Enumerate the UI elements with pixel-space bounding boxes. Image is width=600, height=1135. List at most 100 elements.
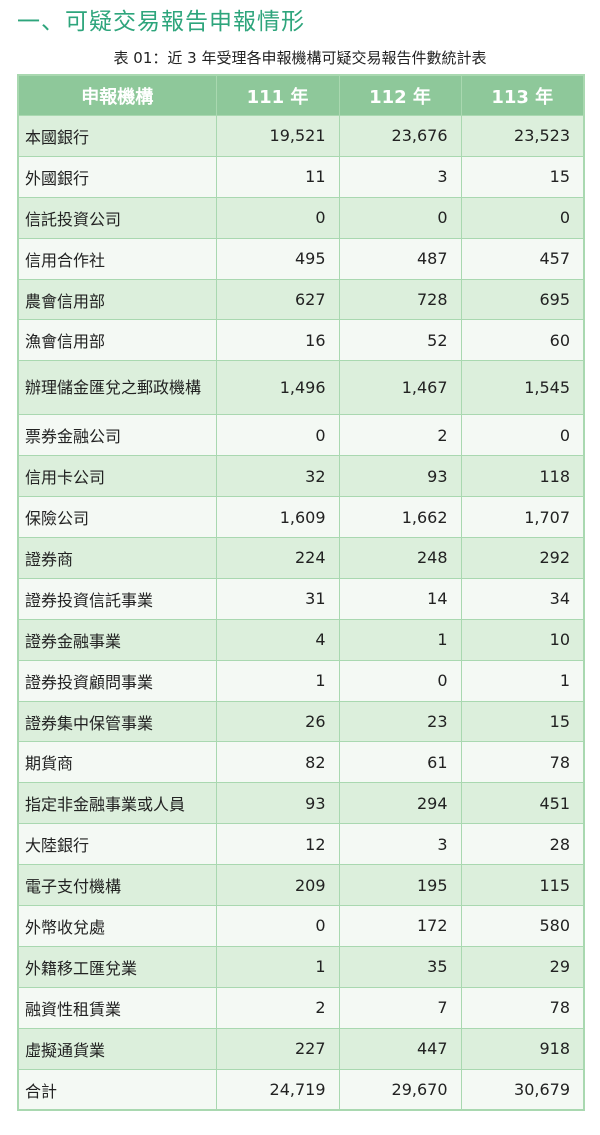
count-cell: 10	[460, 618, 585, 661]
count-cell: 78	[460, 741, 585, 784]
table-row: 信用卡公司 32 93 118	[17, 455, 585, 498]
institution-cell: 外籍移工匯兌業	[17, 945, 217, 988]
table-row: 證券金融事業 4 1 10	[17, 618, 585, 661]
institution-cell: 證券投資顧問事業	[17, 659, 217, 702]
count-cell: 292	[460, 537, 585, 579]
institution-cell: 漁會信用部	[17, 319, 217, 362]
count-cell: 1	[338, 618, 462, 661]
table-row: 信託投資公司 0 0 0	[17, 196, 585, 239]
table-row: 漁會信用部 16 52 60	[17, 319, 585, 362]
count-cell: 23,676	[338, 115, 462, 157]
count-cell: 0	[215, 414, 340, 457]
count-cell: 1	[460, 659, 585, 702]
header-year-111: 111 年	[215, 74, 340, 116]
count-cell: 451	[460, 782, 585, 825]
header-institution: 申報機構	[17, 74, 217, 116]
count-cell: 1,707	[460, 496, 585, 539]
count-cell: 2	[215, 986, 340, 1029]
institution-cell: 票券金融公司	[17, 414, 217, 457]
count-cell: 487	[338, 237, 462, 280]
table-row: 證券集中保管事業 26 23 15	[17, 700, 585, 743]
count-cell: 1,496	[215, 360, 340, 416]
count-cell: 695	[460, 278, 585, 321]
table-caption: 表 01：近 3 年受理各申報機構可疑交易報告件數統計表	[113, 49, 487, 67]
table-row: 辦理儲金匯兌之郵政機構 1,496 1,467 1,545	[17, 360, 585, 416]
institution-cell: 辦理儲金匯兌之郵政機構	[17, 360, 217, 416]
table-row: 本國銀行 19,521 23,676 23,523	[17, 115, 585, 157]
count-cell: 3	[338, 155, 462, 198]
institution-cell: 證券商	[17, 537, 217, 579]
count-cell: 1,609	[215, 496, 340, 539]
table-row: 證券投資信託事業 31 14 34	[17, 577, 585, 620]
count-cell: 1,662	[338, 496, 462, 539]
institution-cell: 農會信用部	[17, 278, 217, 321]
count-cell: 3	[338, 823, 462, 866]
institution-cell: 電子支付機構	[17, 864, 217, 907]
institution-cell: 證券金融事業	[17, 618, 217, 661]
count-cell: 15	[460, 155, 585, 198]
count-cell: 0	[215, 196, 340, 239]
statistics-table: 申報機構 111 年 112 年 113 年 本國銀行 19,521 23,676 2…	[17, 74, 585, 1112]
count-cell: 0	[338, 196, 462, 239]
count-cell: 728	[338, 278, 462, 321]
count-cell: 60	[460, 319, 585, 362]
count-cell: 0	[338, 659, 462, 702]
count-cell: 195	[338, 864, 462, 907]
count-cell: 4	[215, 618, 340, 661]
table-row: 證券商 224 248 292	[17, 537, 585, 579]
table-header-row: 申報機構 111 年 112 年 113 年	[17, 74, 585, 116]
count-cell: 209	[215, 864, 340, 907]
count-cell: 29,670	[338, 1068, 462, 1111]
institution-cell: 虛擬通貨業	[17, 1027, 217, 1070]
section-title: 一、可疑交易報告申報情形	[17, 9, 305, 35]
count-cell: 52	[338, 319, 462, 362]
table-row: 外國銀行 11 3 15	[17, 155, 585, 198]
count-cell: 28	[460, 823, 585, 866]
count-cell: 115	[460, 864, 585, 907]
table-row: 融資性租賃業 2 7 78	[17, 986, 585, 1029]
count-cell: 29	[460, 945, 585, 988]
table-row: 外籍移工匯兌業 1 35 29	[17, 945, 585, 988]
institution-cell: 本國銀行	[17, 115, 217, 157]
count-cell: 26	[215, 700, 340, 743]
institution-cell: 合計	[17, 1068, 217, 1111]
count-cell: 11	[215, 155, 340, 198]
count-cell: 0	[215, 905, 340, 947]
table-row: 信用合作社 495 487 457	[17, 237, 585, 280]
count-cell: 31	[215, 577, 340, 620]
count-cell: 1,467	[338, 360, 462, 416]
institution-cell: 指定非金融事業或人員	[17, 782, 217, 825]
table-row: 電子支付機構 209 195 115	[17, 864, 585, 907]
table-row: 指定非金融事業或人員 93 294 451	[17, 782, 585, 825]
count-cell: 61	[338, 741, 462, 784]
institution-cell: 融資性租賃業	[17, 986, 217, 1029]
count-cell: 227	[215, 1027, 340, 1070]
institution-cell: 證券投資信託事業	[17, 577, 217, 620]
count-cell: 15	[460, 700, 585, 743]
institution-cell: 信託投資公司	[17, 196, 217, 239]
count-cell: 0	[460, 414, 585, 457]
table-row: 證券投資顧問事業 1 0 1	[17, 659, 585, 702]
count-cell: 16	[215, 319, 340, 362]
count-cell: 248	[338, 537, 462, 579]
count-cell: 457	[460, 237, 585, 280]
count-cell: 19,521	[215, 115, 340, 157]
table-row: 外幣收兌處 0 172 580	[17, 905, 585, 947]
table-row: 期貨商 82 61 78	[17, 741, 585, 784]
count-cell: 7	[338, 986, 462, 1029]
count-cell: 35	[338, 945, 462, 988]
count-cell: 82	[215, 741, 340, 784]
count-cell: 224	[215, 537, 340, 579]
count-cell: 1	[215, 945, 340, 988]
count-cell: 447	[338, 1027, 462, 1070]
count-cell: 1,545	[460, 360, 585, 416]
table-row: 大陸銀行 12 3 28	[17, 823, 585, 866]
count-cell: 78	[460, 986, 585, 1029]
count-cell: 30,679	[460, 1068, 585, 1111]
institution-cell: 期貨商	[17, 741, 217, 784]
count-cell: 1	[215, 659, 340, 702]
count-cell: 0	[460, 196, 585, 239]
total-row: 合計 24,719 29,670 30,679	[17, 1068, 585, 1111]
count-cell: 23,523	[460, 115, 585, 157]
table-row: 票券金融公司 0 2 0	[17, 414, 585, 457]
